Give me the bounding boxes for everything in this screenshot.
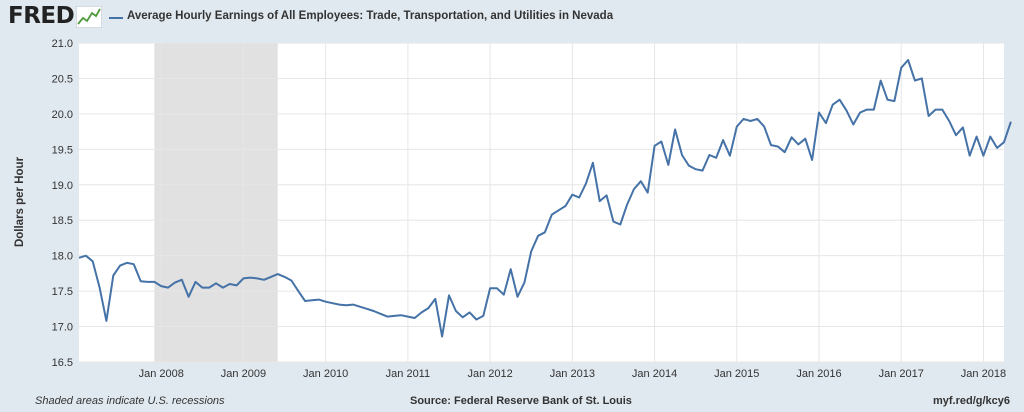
y-axis-label: Dollars per Hour bbox=[14, 156, 26, 247]
y-tick-label: 20.5 bbox=[52, 73, 73, 85]
fred-line-graph-icon bbox=[76, 6, 102, 28]
short-link[interactable]: myf.red/g/kcy6 bbox=[932, 395, 1010, 407]
x-tick-label: Jan 2017 bbox=[879, 368, 924, 380]
x-axis-ticks: Jan 2008 Jan 2009 Jan 2010 Jan 2011 Jan 2012… bbox=[139, 368, 1006, 380]
x-tick-label: Jan 2010 bbox=[303, 368, 348, 380]
y-tick-label: 20.0 bbox=[52, 109, 73, 121]
source-text: Source: Federal Reserve Bank of St. Loui… bbox=[410, 395, 632, 407]
recession-shading-layer bbox=[154, 43, 278, 362]
x-tick-label: Jan 2016 bbox=[796, 368, 841, 380]
x-tick-label: Jan 2011 bbox=[386, 368, 430, 380]
x-tick-label: Jan 2009 bbox=[221, 368, 266, 380]
y-tick-label: 21.0 bbox=[52, 38, 73, 50]
fred-logo[interactable]: FRED bbox=[8, 3, 75, 29]
y-axis-ticks: 16.5 17.0 17.5 18.0 18.5 19.0 19.5 20.0 20.5 21.0 bbox=[52, 38, 73, 369]
y-tick-label: 18.0 bbox=[52, 251, 73, 263]
series-layer bbox=[78, 59, 1012, 338]
recession-note: Shaded areas indicate U.S. recessions bbox=[35, 395, 225, 407]
y-tick-label: 19.0 bbox=[52, 180, 73, 192]
legend-series-swatch bbox=[109, 17, 123, 19]
y-tick-label: 17.0 bbox=[52, 322, 73, 334]
chart-title: Average Hourly Earnings of All Employees… bbox=[127, 10, 614, 22]
y-tick-label: 17.5 bbox=[52, 286, 73, 298]
y-tick-label: 16.5 bbox=[52, 357, 73, 369]
y-tick-label: 19.5 bbox=[52, 144, 73, 156]
gridlines-layer bbox=[79, 42, 1004, 363]
x-tick-label: Jan 2013 bbox=[550, 368, 595, 380]
x-tick-label: Jan 2012 bbox=[467, 368, 512, 380]
series-line-0[interactable] bbox=[78, 59, 1012, 338]
x-tick-label: Jan 2015 bbox=[714, 368, 759, 380]
x-tick-label: Jan 2014 bbox=[632, 368, 677, 380]
y-tick-label: 18.5 bbox=[52, 215, 73, 227]
recession-band-0 bbox=[154, 43, 278, 362]
x-tick-label: Jan 2008 bbox=[139, 368, 184, 380]
x-tick-label: Jan 2018 bbox=[961, 368, 1006, 380]
chart-header: FRED Average Hourly Earnings of All Empl… bbox=[0, 0, 1024, 36]
